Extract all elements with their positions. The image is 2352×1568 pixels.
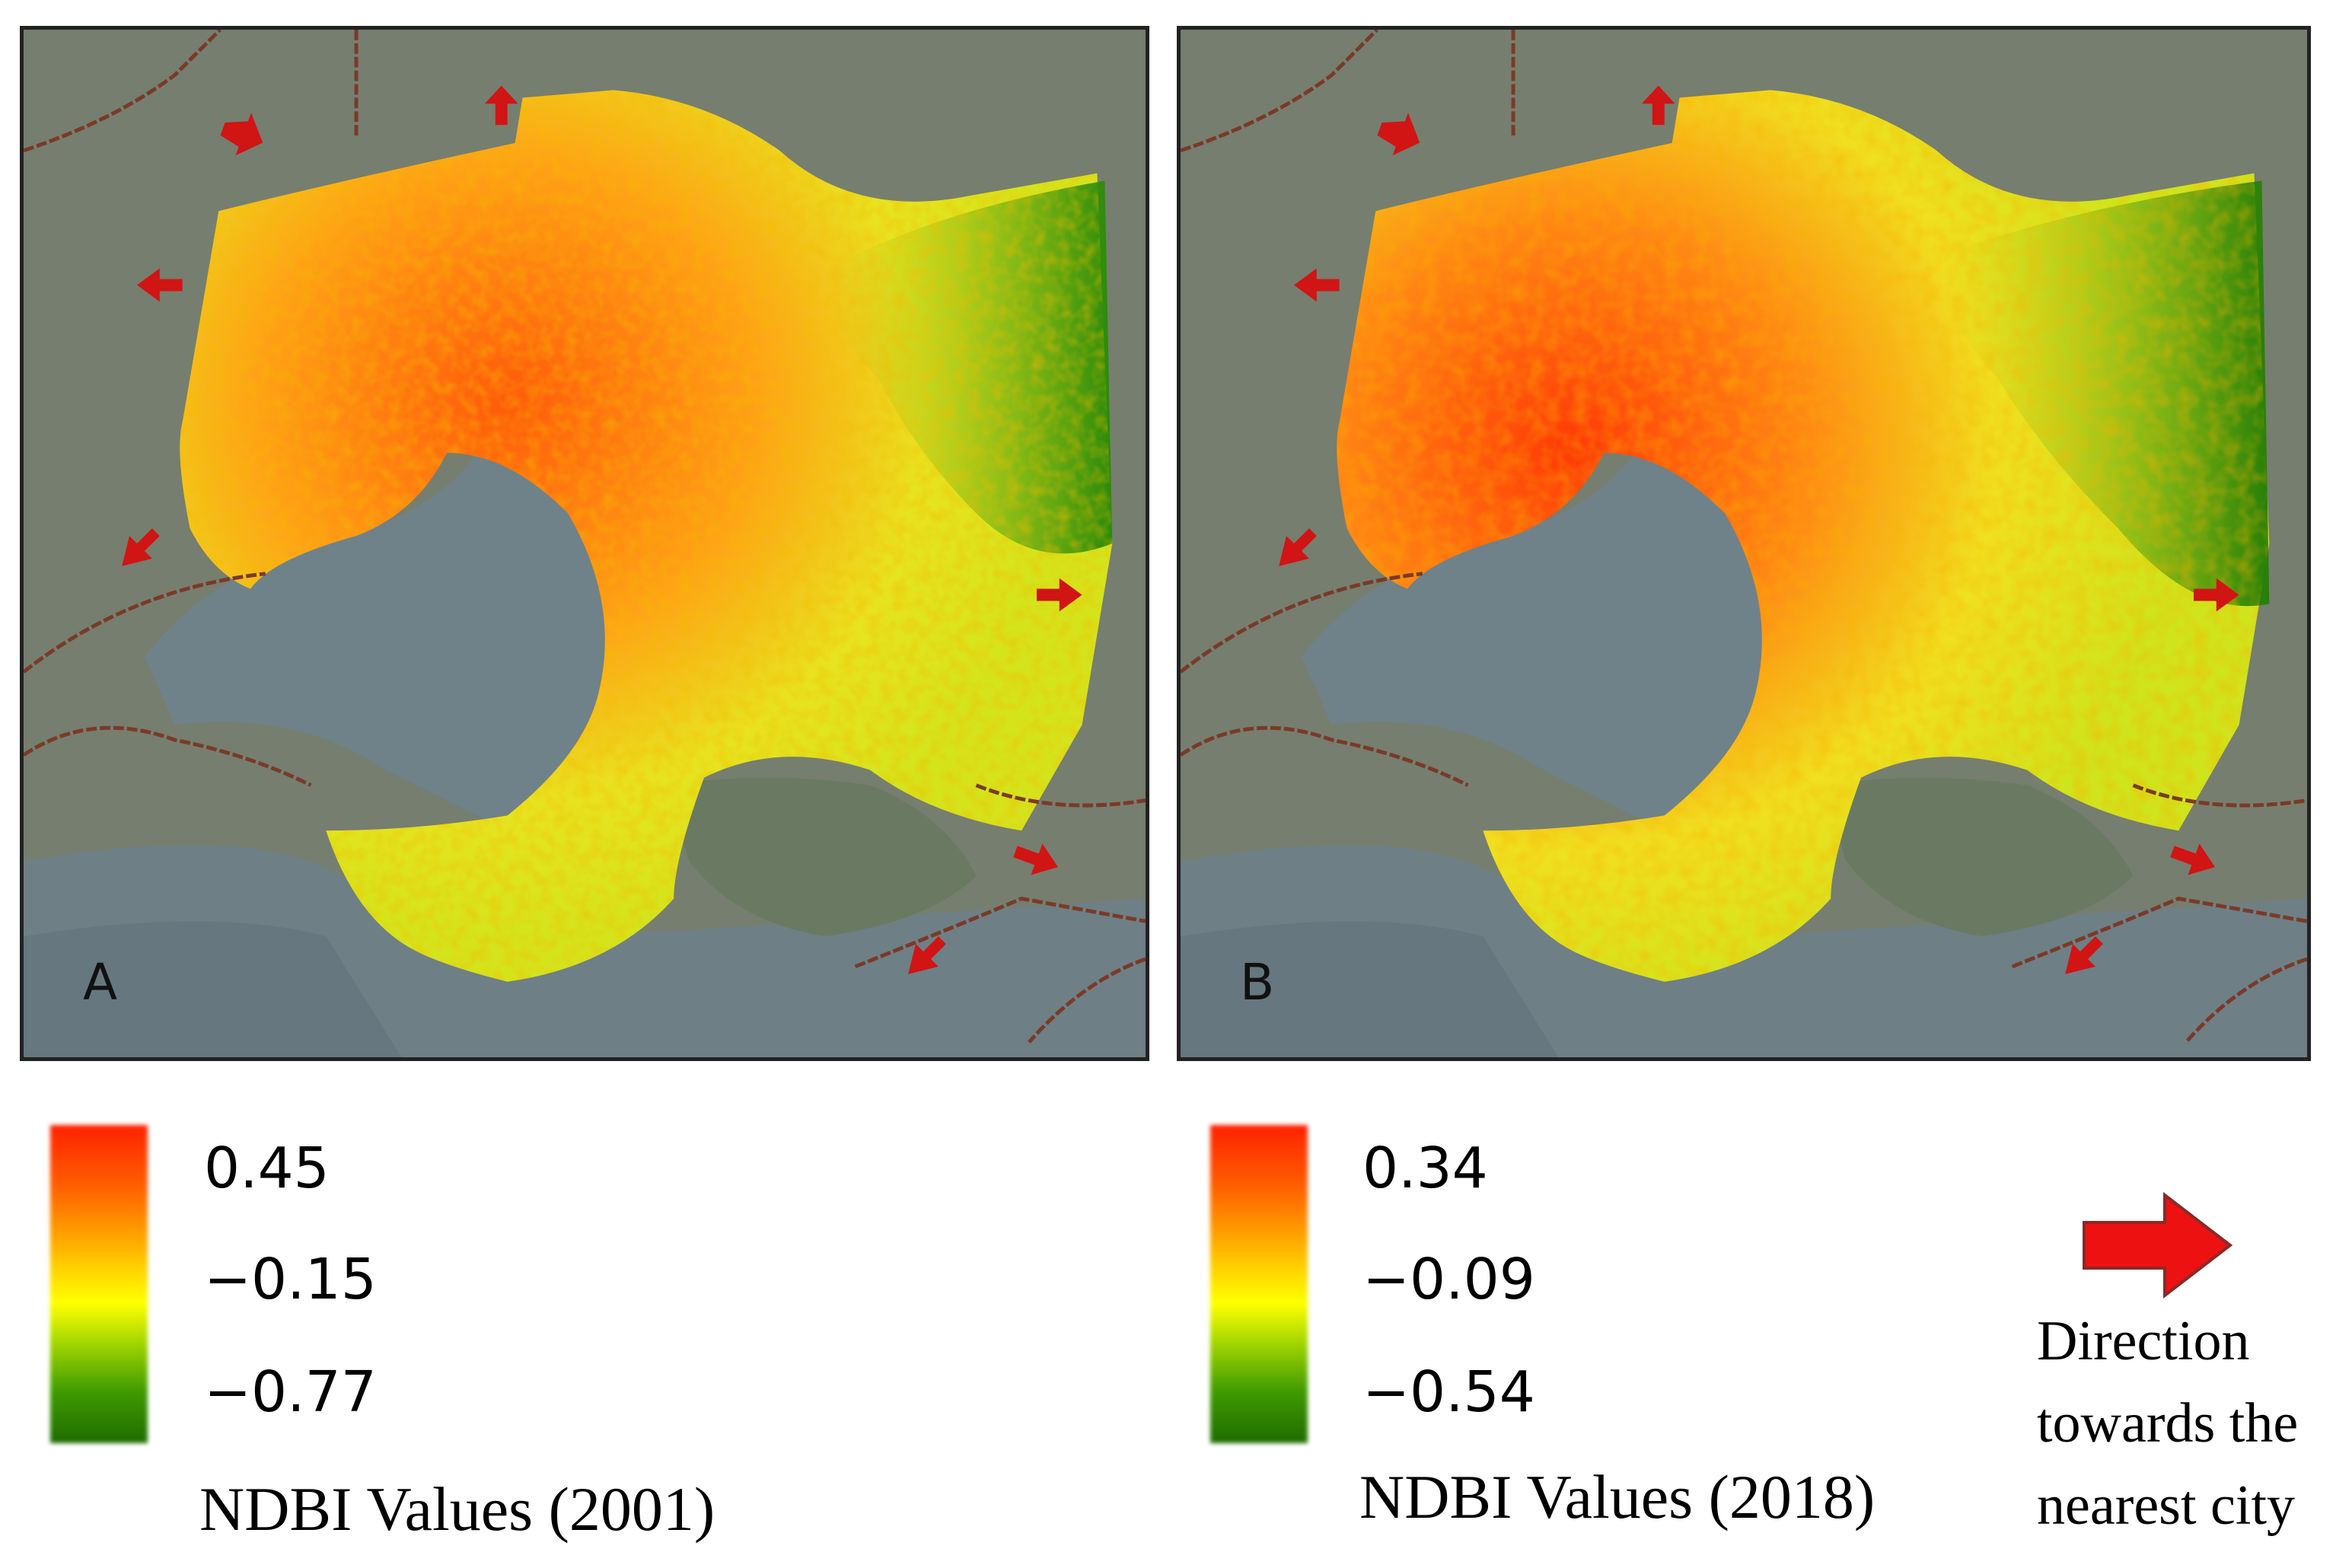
legend-a-max: 0.45 — [204, 1136, 330, 1201]
direction-arrows-b — [1279, 85, 2239, 974]
legend-b-max: 0.34 — [1362, 1136, 1488, 1201]
legend-a-min: −0.77 — [204, 1359, 377, 1425]
noise-overlay-a — [180, 90, 1113, 982]
legend-a-mid: −0.15 — [204, 1247, 377, 1312]
panel-letter-b: B — [1240, 953, 1275, 1012]
legend-b-title: NDBI Values (2018) — [1359, 1462, 1876, 1531]
legend-colorbar-b — [1210, 1125, 1308, 1443]
map-panel-b: B — [1177, 26, 2311, 1061]
panel-letter-a: A — [83, 953, 118, 1012]
noise-overlay-b — [1337, 90, 2270, 982]
arrow-key-label: Direction towards the nearest city — [2037, 1310, 2299, 1537]
legend-b-mid: −0.09 — [1362, 1247, 1535, 1312]
legend-colorbar-a — [50, 1125, 148, 1443]
red-arrow-right-icon — [2083, 1192, 2233, 1299]
legend-a-title: NDBI Values (2001) — [199, 1474, 715, 1544]
ndbi-map-2018 — [1181, 30, 2307, 1057]
legend-b-min: −0.54 — [1362, 1359, 1535, 1425]
ndbi-map-2001 — [24, 30, 1146, 1057]
map-panel-a: A — [20, 26, 1149, 1061]
